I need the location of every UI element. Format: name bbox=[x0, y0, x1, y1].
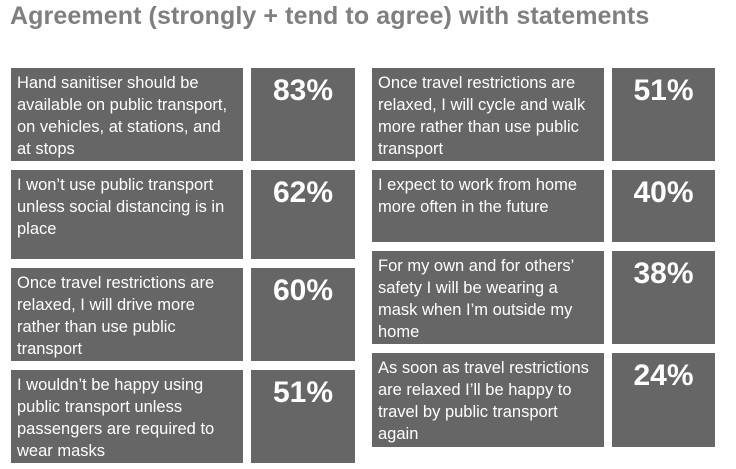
percent-card: 60% bbox=[251, 268, 355, 361]
statement-card: As soon as travel restrictions are relax… bbox=[372, 353, 604, 447]
statement-text: I wouldn’t be happy using public transpo… bbox=[17, 376, 215, 460]
statement-text: As soon as travel restrictions are relax… bbox=[378, 359, 589, 443]
statement-card: I expect to work from home more often in… bbox=[372, 170, 604, 242]
percent-value: 62% bbox=[272, 176, 334, 209]
statement-text: I expect to work from home more often in… bbox=[378, 176, 577, 216]
statement-text: Hand sanitiser should be available on pu… bbox=[17, 74, 228, 158]
percent-value: 83% bbox=[272, 74, 334, 107]
percent-card: 40% bbox=[612, 170, 715, 242]
percent-card: 51% bbox=[612, 68, 715, 161]
statement-card: I wouldn’t be happy using public transpo… bbox=[11, 370, 243, 463]
percent-value: 40% bbox=[633, 176, 694, 209]
page-title: Agreement (strongly + tend to agree) wit… bbox=[10, 2, 650, 30]
percent-card: 51% bbox=[251, 370, 355, 463]
statement-text: For my own and for others’ safety I will… bbox=[378, 257, 574, 341]
percent-value: 51% bbox=[272, 376, 334, 409]
percent-card: 24% bbox=[612, 353, 715, 447]
statement-card: For my own and for others’ safety I will… bbox=[372, 251, 604, 344]
percent-card: 83% bbox=[251, 68, 355, 161]
statement-card: I won’t use public transport unless soci… bbox=[11, 170, 243, 259]
percent-card: 62% bbox=[251, 170, 355, 259]
statement-card: Hand sanitiser should be available on pu… bbox=[11, 68, 243, 161]
percent-value: 24% bbox=[633, 359, 694, 392]
percent-value: 51% bbox=[633, 74, 694, 107]
statement-card: Once travel restrictions are relaxed, I … bbox=[372, 68, 604, 161]
percent-value: 60% bbox=[272, 274, 334, 307]
statement-card: Once travel restrictions are relaxed, I … bbox=[11, 268, 243, 361]
percent-value: 38% bbox=[633, 257, 694, 290]
statement-text: Once travel restrictions are relaxed, I … bbox=[378, 74, 586, 158]
statement-text: I won’t use public transport unless soci… bbox=[17, 176, 225, 238]
percent-card: 38% bbox=[612, 251, 715, 344]
statement-text: Once travel restrictions are relaxed, I … bbox=[17, 274, 215, 358]
